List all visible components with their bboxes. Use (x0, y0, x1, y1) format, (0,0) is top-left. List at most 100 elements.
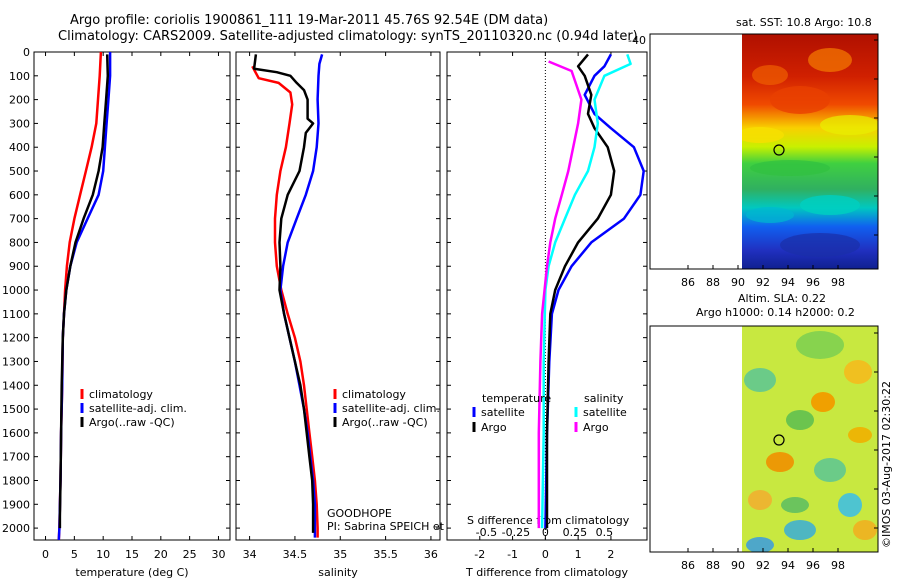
legend-title-temperature: temperature (482, 392, 551, 405)
footer-stamp: ©IMOS 03-Aug-2017 02:30:22 (880, 381, 893, 548)
map-x-tick-label: 90 (731, 276, 745, 289)
differences-x-label: T difference from climatology (465, 566, 628, 579)
y-tick-label: 1500 (2, 403, 30, 416)
map-field-cell (848, 427, 872, 443)
map-field-cell (752, 65, 788, 85)
map-x-tick-label: 98 (831, 276, 845, 289)
sst-map: sat. SST: 10.8 Argo: 10.8 86 88 90 92 94 96 98… (628, 16, 879, 289)
legend-label: climatology (89, 388, 153, 401)
legend-label: Argo (583, 421, 609, 434)
legend-label: Argo(..raw -QC) (342, 416, 428, 429)
x-tick-label: 15 (125, 548, 139, 561)
series-line-argo-raw-qc- (58, 54, 110, 529)
salinity-x-tick-label: 0 (542, 526, 549, 539)
x-tick-label: 0 (542, 548, 549, 561)
salinity-axes-box (235, 51, 441, 541)
map-field-cell (808, 48, 852, 72)
y-tick-label: 1800 (2, 474, 30, 487)
legend-label: satellite-adj. clim. (89, 402, 187, 415)
temperature-plot: 0100200300400500600700800900100011001200… (2, 46, 231, 579)
salinity-x-tick-label: -0.25 (502, 526, 530, 539)
temperature-x-label: temperature (deg C) (75, 566, 188, 579)
legend-label: Argo(..raw -QC) (89, 416, 175, 429)
map-x-tick-label: 86 (681, 559, 695, 572)
map-field-cell (820, 115, 878, 135)
legend-label: Argo (481, 421, 507, 434)
sla-map: Altim. SLA: 0.22 Argo h1000: 0.14 h2000:… (628, 292, 879, 572)
argo-location-marker-sla (773, 434, 785, 446)
y-tick-label: 500 (9, 165, 30, 178)
legend-label: satellite-adj. clim. (342, 402, 440, 415)
temperature-axes-box (33, 51, 231, 541)
series-line-salinity-argo (537, 60, 583, 529)
map-field-cell (746, 207, 794, 223)
map-field-cell (814, 458, 846, 482)
salinity-x-label: salinity (318, 566, 358, 579)
x-tick-label: 10 (96, 548, 110, 561)
series-line-salinity-satellite (540, 53, 632, 529)
y-tick-label: 1000 (2, 284, 30, 297)
x-tick-label: -2 (474, 548, 485, 561)
map-field-cell (786, 410, 814, 430)
y-tick-label: 0 (23, 46, 30, 59)
map-x-tick-label: 92 (756, 276, 770, 289)
series-line-temperature-argo (545, 53, 616, 529)
salinity-x-label: S difference from climatology (467, 514, 630, 527)
map-x-tick-label: 96 (806, 559, 820, 572)
x-tick-label: 20 (154, 548, 168, 561)
legend-label: satellite (583, 406, 627, 419)
map-field-cell (853, 520, 877, 540)
map-field-cell (800, 195, 860, 215)
y-tick-label: 200 (9, 94, 30, 107)
argo-location-marker (773, 144, 785, 156)
salinity-x-tick-label: 0.25 (563, 526, 588, 539)
map-y-tick-label: -40 (628, 34, 646, 47)
y-tick-label: 1600 (2, 427, 30, 440)
y-tick-label: 1400 (2, 379, 30, 392)
map-x-tick-label: 88 (706, 276, 720, 289)
map-field-cell (770, 86, 830, 114)
map-field-cell (784, 520, 816, 540)
y-tick-label: 800 (9, 236, 30, 249)
map-field-cell (844, 360, 872, 384)
legend-label: satellite (481, 406, 525, 419)
map-x-tick-label: 88 (706, 559, 720, 572)
x-tick-label: 5 (71, 548, 78, 561)
x-tick-label: 25 (183, 548, 197, 561)
y-tick-label: 400 (9, 141, 30, 154)
sla-map-title-line1: Altim. SLA: 0.22 (738, 292, 826, 305)
x-tick-label: 1 (575, 548, 582, 561)
map-field-cell (746, 537, 774, 552)
y-tick-label: 100 (9, 70, 30, 83)
map-field-cell (838, 493, 862, 517)
x-tick-label: 30 (211, 548, 225, 561)
map-field-cell (781, 497, 809, 513)
y-tick-label: 1900 (2, 498, 30, 511)
differences-plot: -2 -1 0 1 2 T difference from climatology -0.5… (446, 51, 648, 579)
y-tick-label: 1700 (2, 451, 30, 464)
legend-title-salinity: salinity (584, 392, 624, 405)
map-field-cell (811, 392, 835, 412)
map-x-tick-label: 96 (806, 276, 820, 289)
y-tick-label: 2000 (2, 522, 30, 535)
map-field-cell (780, 233, 860, 257)
map-x-tick-label: 86 (681, 276, 695, 289)
map-x-tick-label: 92 (756, 559, 770, 572)
y-tick-label: 1200 (2, 332, 30, 345)
x-tick-label: 36 (424, 548, 438, 561)
x-tick-label: 0 (42, 548, 49, 561)
map-x-tick-label: 90 (731, 559, 745, 572)
map-field-cell (796, 331, 844, 359)
y-tick-label: 1100 (2, 308, 30, 321)
y-tick-label: 300 (9, 117, 30, 130)
map-x-tick-label: 98 (831, 559, 845, 572)
x-tick-label: 34 (243, 548, 257, 561)
sst-map-title: sat. SST: 10.8 Argo: 10.8 (736, 16, 872, 29)
y-tick-label: 1300 (2, 355, 30, 368)
y-tick-label: 700 (9, 213, 30, 226)
x-tick-label: 35 (333, 548, 347, 561)
salinity-x-tick-label: -0.5 (476, 526, 497, 539)
legend-label: climatology (342, 388, 406, 401)
map-x-tick-label: 94 (781, 559, 795, 572)
